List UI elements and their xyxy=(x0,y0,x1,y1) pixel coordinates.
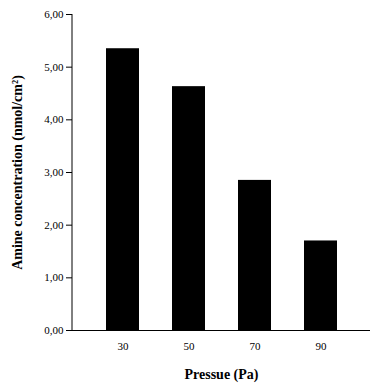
svg-text:Amine concentration (nmol/cm²): Amine concentration (nmol/cm²) xyxy=(10,75,26,270)
svg-text:50: 50 xyxy=(184,340,196,352)
svg-text:30: 30 xyxy=(118,340,130,352)
svg-text:6,00: 6,00 xyxy=(44,8,64,20)
svg-text:2,00: 2,00 xyxy=(44,219,64,231)
svg-text:5,00: 5,00 xyxy=(44,61,64,73)
svg-text:90: 90 xyxy=(316,340,328,352)
svg-text:1,00: 1,00 xyxy=(44,271,64,283)
svg-text:70: 70 xyxy=(250,340,262,352)
svg-text:4,00: 4,00 xyxy=(44,113,64,125)
svg-text:0,00: 0,00 xyxy=(44,324,64,336)
svg-text:Pressue (Pa): Pressue (Pa) xyxy=(185,367,259,383)
svg-text:3,00: 3,00 xyxy=(44,166,64,178)
